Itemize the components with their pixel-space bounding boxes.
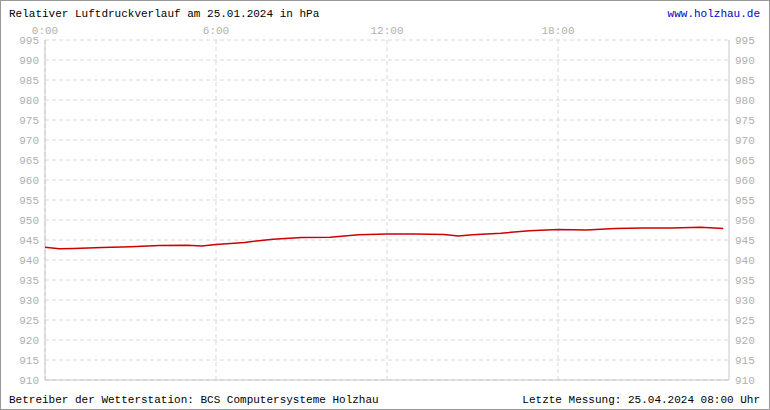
- y-tick-label: 910: [735, 375, 755, 387]
- y-tick-label: 940: [19, 255, 39, 267]
- operator: Betreiber der Wetterstation: BCS Compute…: [9, 394, 379, 406]
- y-tick-label: 975: [19, 115, 39, 127]
- y-tick-label: 965: [19, 155, 39, 167]
- grid-line: [45, 220, 729, 221]
- y-tick-label: 965: [735, 155, 755, 167]
- y-tick-label: 930: [735, 295, 755, 307]
- y-tick-label: 935: [735, 275, 755, 287]
- last-measurement: Letzte Messung: 25.04.2024 08:00 Uhr: [522, 394, 760, 406]
- y-tick-label: 980: [735, 95, 755, 107]
- y-tick-label: 995: [735, 35, 755, 47]
- y-tick-label: 960: [735, 175, 755, 187]
- y-tick-label: 915: [19, 355, 39, 367]
- frame: [1, 1, 770, 410]
- y-tick-label: 980: [19, 95, 39, 107]
- y-tick-label: 950: [19, 215, 39, 227]
- grid-line: [45, 380, 729, 381]
- y-tick-label: 990: [19, 55, 39, 67]
- y-tick-label: 945: [19, 235, 39, 247]
- y-tick-label: 925: [735, 315, 755, 327]
- grid-line: [45, 360, 729, 361]
- y-tick-label: 940: [735, 255, 755, 267]
- y-tick-label: 920: [735, 335, 755, 347]
- y-tick-label: 955: [19, 195, 39, 207]
- axis-line: [45, 380, 729, 381]
- grid-line: [216, 40, 217, 380]
- y-tick-label: 960: [19, 175, 39, 187]
- y-tick-label: 985: [19, 75, 39, 87]
- grid-line: [387, 40, 388, 380]
- pressure-line: [45, 227, 723, 249]
- grid-line: [45, 80, 729, 81]
- x-tick-label: 6:00: [203, 25, 229, 37]
- y-tick-label: 955: [735, 195, 755, 207]
- y-tick-label: 970: [19, 135, 39, 147]
- y-tick-label: 930: [19, 295, 39, 307]
- grid-line: [558, 40, 559, 380]
- y-tick-label: 945: [735, 235, 755, 247]
- y-tick-label: 925: [19, 315, 39, 327]
- y-tick-label: 975: [735, 115, 755, 127]
- y-tick-label: 990: [735, 55, 755, 67]
- plot-area: [45, 227, 723, 249]
- title: Relativer Luftdruckverlauf am 25.01.2024…: [9, 8, 320, 20]
- grid-line: [45, 40, 46, 380]
- grid-line: [45, 60, 729, 61]
- grid-line: [45, 340, 729, 341]
- axis-line: [45, 40, 46, 380]
- y-tick-label: 920: [19, 335, 39, 347]
- y-tick-label: 950: [735, 215, 755, 227]
- axis-line: [729, 40, 730, 380]
- x-tick-label: 0:00: [32, 25, 58, 37]
- y-tick-label: 935: [19, 275, 39, 287]
- website: www.holzhau.de: [668, 8, 760, 20]
- y-tick-label: 910: [19, 375, 39, 387]
- x-tick-label: 18:00: [541, 25, 574, 37]
- y-tick-label: 985: [735, 75, 755, 87]
- x-tick-label: 12:00: [370, 25, 403, 37]
- y-tick-label: 970: [735, 135, 755, 147]
- y-tick-label: 915: [735, 355, 755, 367]
- grid-line: [45, 200, 729, 201]
